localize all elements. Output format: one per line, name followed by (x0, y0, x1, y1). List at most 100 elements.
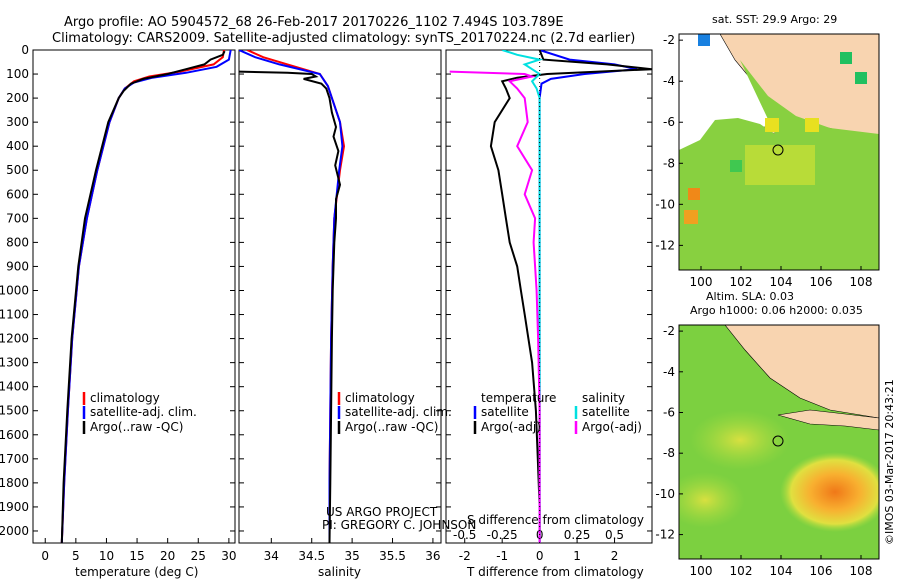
header-line2: Climatology: CARS2009. Satellite-adjuste… (52, 31, 635, 46)
temperature-x-tick-label: 10 (99, 549, 114, 563)
y-tick-label: 1800 (0, 476, 29, 490)
sst-map-axes: 100 102 104 106 108 -2 -4 -6 -8 -10 -12 (655, 33, 872, 289)
y-tick-label: 2000 (0, 524, 29, 538)
salinity-x-tick-label: 36 (425, 549, 440, 563)
map-y-tick-label: -8 (663, 156, 675, 170)
diff-s-x-tick-label: -0.25 (487, 528, 518, 542)
temperature-x-tick-label: 20 (160, 549, 175, 563)
sla-yellow-blob (679, 472, 745, 528)
map-x-tick-label: 108 (850, 564, 873, 578)
sla-map-axes: 100 102 104 106 108 -2 -4 -6 -8 -10 -12 (655, 324, 872, 578)
legend-label: Argo(..raw -QC) (90, 420, 183, 434)
map-y-tick-label: -10 (655, 487, 675, 501)
sst-blue-cell (698, 34, 710, 46)
series-line-3 (449, 70, 541, 543)
temperature-axes: 0100200300400500600700800900100011001200… (0, 43, 237, 563)
salinity-x-tick-label: 34.5 (298, 549, 325, 563)
sst-green-cell (730, 160, 742, 172)
map-x-tick-label: 104 (770, 564, 793, 578)
map-y-tick-label: -4 (663, 74, 675, 88)
difference-lines (449, 50, 652, 543)
legend-header: salinity (582, 391, 625, 405)
diff-t-x-tick-label: 1 (573, 549, 581, 563)
java-land (777, 409, 879, 431)
legend-label: satellite-adj. clim. (345, 405, 452, 419)
y-tick-label: 1900 (0, 500, 29, 514)
y-tick-label: 400 (6, 139, 29, 153)
temperature-x-tick-label: 15 (129, 549, 144, 563)
map-y-tick-label: -12 (655, 238, 675, 252)
credit-line1: US ARGO PROJECT (326, 505, 438, 519)
argo-location-marker (772, 144, 784, 156)
legend-label: climatology (90, 391, 160, 405)
map-y-tick-label: -2 (663, 324, 675, 338)
sst-green-cell (840, 52, 852, 64)
salinity-legend: climatology satellite-adj. clim. Argo(..… (337, 391, 452, 434)
y-tick-label: 500 (6, 163, 29, 177)
map-x-tick-label: 106 (810, 564, 833, 578)
y-tick-label: 1600 (0, 428, 29, 442)
temperature-lines (60, 50, 232, 543)
legend-label: satellite (481, 405, 529, 419)
difference-xlabel: T difference from climatology (466, 565, 644, 579)
sst-warm-patch (745, 145, 815, 185)
legend-label: Argo(-adj) (481, 420, 541, 434)
y-tick-label: 1400 (0, 380, 29, 394)
diff-t-x-tick-label: -1 (496, 549, 508, 563)
sst-green-cell (855, 72, 867, 84)
legend-label: satellite-adj. clim. (90, 405, 197, 419)
series-line-0 (538, 50, 638, 543)
map-y-tick-label: -12 (655, 528, 675, 542)
legend-label: satellite (582, 405, 630, 419)
series-line-2 (239, 70, 342, 543)
sst-map-title: sat. SST: 29.9 Argo: 29 (712, 13, 837, 26)
diff-t-x-tick-label: -2 (459, 549, 471, 563)
map-y-tick-label: -10 (655, 197, 675, 211)
temperature-x-tick-label: 25 (191, 549, 206, 563)
series-line-2 (60, 50, 226, 543)
sst-orange-cell (684, 210, 698, 224)
sst-orange-cell (688, 188, 700, 200)
y-tick-label: 1100 (0, 308, 29, 322)
map-x-tick-label: 108 (850, 275, 873, 289)
sst-yellow-cell (805, 118, 819, 132)
map-x-tick-label: 100 (690, 275, 713, 289)
sla-map-title: Altim. SLA: 0.03 (706, 290, 794, 303)
map-y-tick-label: -2 (663, 33, 675, 47)
diff-s-x-tick-label: -0.5 (453, 528, 476, 542)
map-x-tick-label: 100 (690, 564, 713, 578)
y-tick-label: 1700 (0, 452, 29, 466)
diff-s-x-tick-label: 0.25 (564, 528, 591, 542)
diff-t-x-tick-label: 2 (611, 549, 619, 563)
map-y-tick-label: -6 (663, 115, 675, 129)
diff-s-x-tick-label: 0.5 (605, 528, 624, 542)
map-y-tick-label: -4 (663, 365, 675, 379)
map-y-tick-label: -6 (663, 405, 675, 419)
legend-label: Argo(-adj) (582, 420, 642, 434)
sla-map-subtitle: Argo h1000: 0.06 h2000: 0.035 (690, 304, 863, 317)
y-tick-label: 300 (6, 115, 29, 129)
sst-map (679, 34, 879, 270)
salinity-axes: 34 34.5 35 35.5 36 (239, 49, 441, 563)
sla-map (679, 325, 879, 559)
sla-map-frame (678, 324, 880, 560)
temperature-x-tick-label: 30 (221, 549, 236, 563)
y-tick-label: 1200 (0, 332, 29, 346)
legend-label: Argo(..raw -QC) (345, 420, 438, 434)
temperature-xlabel: temperature (deg C) (75, 565, 198, 579)
argo-location-marker (772, 435, 784, 447)
y-tick-label: 1000 (0, 283, 29, 297)
salinity-plot-frame (238, 49, 442, 544)
map-x-tick-label: 106 (810, 275, 833, 289)
sla-yellow-blob (690, 410, 790, 470)
map-x-tick-label: 102 (730, 564, 753, 578)
y-tick-label: 1500 (0, 404, 29, 418)
legend-header: temperature (481, 391, 556, 405)
series-line-1 (239, 50, 344, 543)
y-tick-label: 200 (6, 91, 29, 105)
difference-plot-frame (445, 49, 653, 544)
salinity-lines (239, 50, 346, 543)
temperature-x-tick-label: 0 (41, 549, 49, 563)
sst-map-frame (678, 33, 880, 271)
